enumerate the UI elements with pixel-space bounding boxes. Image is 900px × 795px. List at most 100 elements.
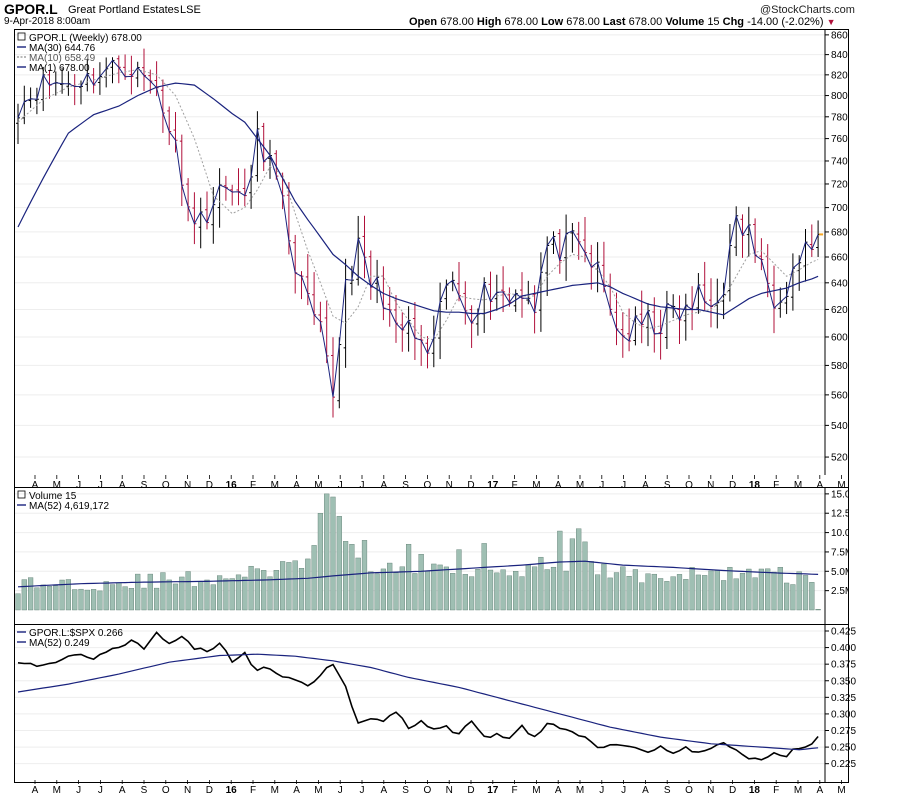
volume-bar <box>576 528 582 611</box>
ratio-panel[interactable]: 0.225 0.250 0.275 0.300 0.325 0.350 0.375 0.400… <box>14 624 856 795</box>
volume-bar <box>153 587 160 611</box>
ratio-y-tick-label: 0.275 <box>831 726 856 737</box>
price-legend-item: MA(1) 678.00 <box>17 63 90 74</box>
legend-label: Volume 15 <box>29 491 77 502</box>
x-tick-label: A <box>642 785 649 795</box>
x-tick-label: D <box>206 785 213 795</box>
x-tick-label: N <box>184 785 191 795</box>
ratio-legend-item: MA(52) 0.249 <box>17 638 90 649</box>
price-panel[interactable]: 520 540 560 580 600 620 640 660 680 700 720 740 760 7… <box>14 29 849 491</box>
volume-bar <box>443 566 450 611</box>
volume-bar <box>632 569 639 611</box>
brand-logo: @StockCharts.com <box>760 4 855 16</box>
ratio-line <box>17 631 819 761</box>
price-bar <box>217 168 222 228</box>
volume-bar <box>280 561 286 611</box>
volume-ma52-line <box>17 560 819 588</box>
ma10-line <box>17 69 819 341</box>
volume-bar <box>336 516 342 611</box>
volume-bar <box>727 566 733 611</box>
x-tick-label: M <box>314 785 322 795</box>
volume-value: 15 <box>707 16 720 28</box>
ratio-ma52-line <box>17 653 819 751</box>
volume-y-tick-label: 7.5M <box>831 547 849 558</box>
price-bar <box>557 228 562 274</box>
x-tick-label: J <box>599 785 604 795</box>
volume-bar <box>519 576 525 611</box>
volume-bar <box>204 579 210 611</box>
security-name: Great Portland Estates <box>68 4 180 16</box>
volume-bar <box>242 576 248 611</box>
price-bar <box>400 312 405 352</box>
high-label: High <box>476 16 502 28</box>
volume-bar <box>267 576 273 611</box>
volume-bar <box>210 584 216 611</box>
price-bar <box>173 111 178 153</box>
x-tick-label: M <box>53 785 61 795</box>
legend-label: GPOR.L:$SPX 0.266 <box>29 628 123 639</box>
price-y-tick-label: 520 <box>831 453 848 464</box>
x-tick-label: M <box>53 480 61 491</box>
volume-bar <box>752 577 758 611</box>
x-tick-label: A <box>642 480 649 491</box>
x-tick-label: 18 <box>749 785 761 795</box>
price-bar <box>230 184 235 206</box>
price-bar <box>639 290 644 344</box>
x-tick-label: A <box>555 785 562 795</box>
volume-bar <box>431 563 437 611</box>
x-tick-label: J <box>360 785 365 795</box>
volume-legend-item: Volume 15 <box>17 490 77 502</box>
price-y-tick-label: 680 <box>831 227 848 238</box>
legend-label: MA(1) 678.00 <box>29 63 90 74</box>
price-bar <box>797 255 802 291</box>
legend-label: MA(52) 0.249 <box>29 638 90 649</box>
x-tick-label: A <box>816 480 823 491</box>
x-tick-label: F <box>512 785 518 795</box>
price-bar <box>709 278 713 328</box>
quote-bar: Open 678.00 High 678.00 Low 678.00 Last … <box>409 16 836 28</box>
price-bar <box>664 290 669 350</box>
volume-bar <box>128 588 135 611</box>
x-tick-label: A <box>293 480 300 491</box>
price-bar <box>463 281 468 325</box>
volume-bar <box>733 578 739 611</box>
x-tick-label: O <box>424 480 432 491</box>
price-bar <box>242 168 247 207</box>
volume-bar <box>185 571 191 611</box>
x-tick-label: S <box>664 785 671 795</box>
volume-y-tick-label: 2.5M <box>831 586 849 597</box>
x-tick-label: A <box>555 480 562 491</box>
volume-bar <box>72 589 78 611</box>
ratio-y-tick-label: 0.225 <box>831 759 856 770</box>
volume-bar <box>714 570 720 611</box>
volume-bar <box>437 564 443 611</box>
x-tick-label: N <box>446 785 453 795</box>
x-tick-label: N <box>184 480 191 491</box>
x-tick-label: S <box>402 480 409 491</box>
volume-bar <box>500 569 506 611</box>
volume-bar <box>97 590 103 611</box>
volume-bar <box>122 586 128 611</box>
last-label: Last <box>602 16 626 28</box>
down-arrow-icon: ▼ <box>826 17 836 27</box>
x-tick-label: M <box>794 480 802 491</box>
volume-bar <box>78 588 84 611</box>
volume-bar <box>670 576 676 611</box>
x-tick-label: M <box>314 480 322 491</box>
volume-bar <box>53 585 59 611</box>
volume-bar <box>481 543 487 611</box>
volume-panel[interactable]: 2.5M 5.0M 7.5M 10.0M 12.5M 15.0M Volume 15MA(5… <box>14 487 849 625</box>
volume-bar <box>172 583 179 611</box>
chg-label: Chg <box>722 16 745 28</box>
volume-bar <box>109 584 116 611</box>
price-bar <box>343 258 348 368</box>
volume-bar <box>147 573 153 611</box>
price-y-tick-label: 720 <box>831 179 848 190</box>
volume-bar <box>198 581 204 611</box>
volume-bar <box>135 573 141 611</box>
x-tick-label: S <box>402 785 409 795</box>
volume-bar <box>721 580 727 611</box>
volume-bar <box>399 566 405 611</box>
ratio-y-tick-label: 0.325 <box>831 693 856 704</box>
volume-bar <box>21 579 27 611</box>
